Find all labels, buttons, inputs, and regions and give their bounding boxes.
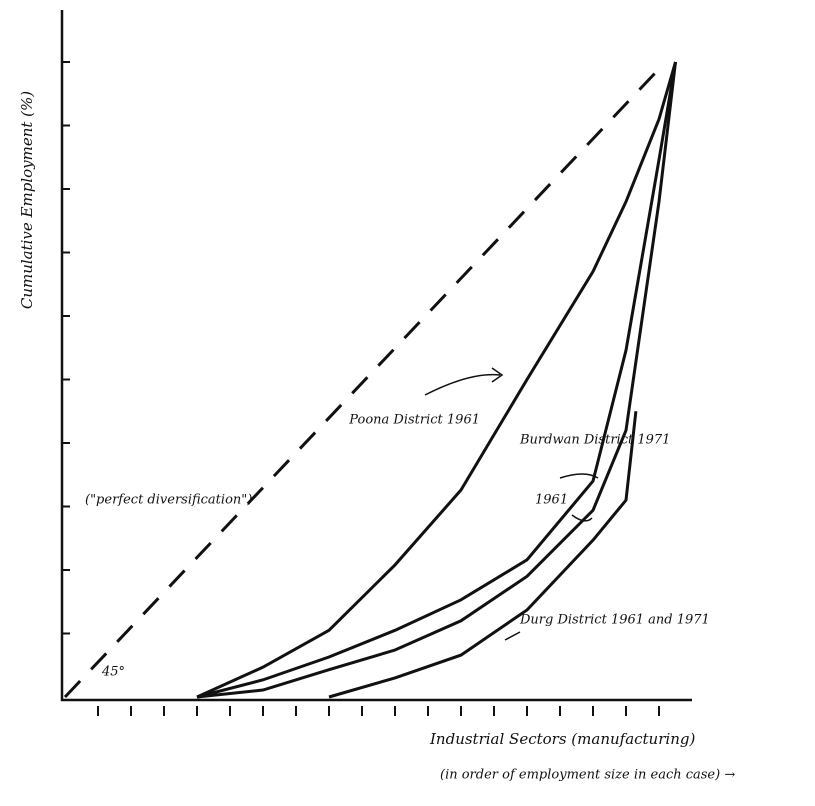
axes bbox=[60, 10, 692, 702]
series-label: Burdwan District 1971 bbox=[519, 433, 670, 448]
series-label: Poona District 1961 bbox=[348, 413, 480, 428]
series-label: Durg District 1961 and 1971 bbox=[519, 613, 710, 628]
arrow bbox=[424, 367, 504, 396]
line bbox=[196, 61, 677, 699]
line bbox=[328, 411, 638, 699]
series-label: ("perfect diversification") bbox=[85, 493, 252, 508]
line bbox=[63, 60, 667, 699]
line bbox=[196, 61, 677, 699]
angle-annotation: 45° bbox=[101, 665, 125, 680]
y-axis-label: Cumulative Employment (%) bbox=[18, 91, 36, 309]
line bbox=[196, 61, 677, 699]
x-axis-label: Industrial Sectors (manufacturing) bbox=[429, 730, 695, 748]
series-label: 1961 bbox=[535, 493, 568, 508]
x-axis-note: (in order of employment size in each cas… bbox=[440, 768, 735, 783]
